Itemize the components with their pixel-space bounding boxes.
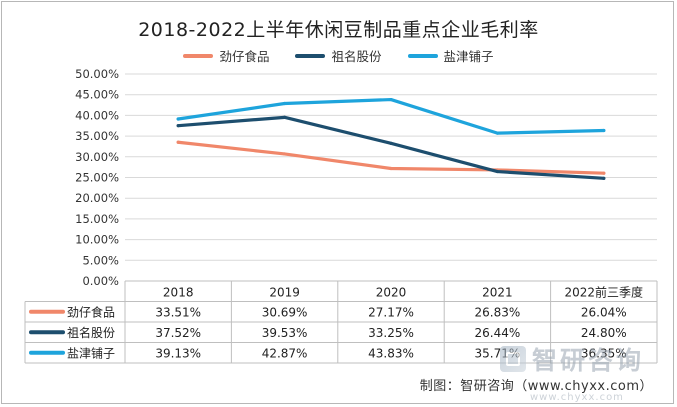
table-value-cell: 39.13% (155, 346, 201, 360)
y-tick-label: 0.00% (82, 274, 119, 288)
legend-label-zuming: 祖名股份 (331, 49, 382, 64)
watermark-url: www.chyxx.com (530, 392, 624, 403)
data-point (389, 97, 393, 102)
data-point (602, 171, 606, 175)
x-category-label: 2019 (269, 285, 300, 299)
y-tick-label: 5.00% (82, 253, 119, 267)
legend-label-jinzai: 劲仔食品 (219, 49, 270, 64)
legend: 劲仔食品 祖名股份 盐津铺子 (0, 46, 677, 65)
table-value-cell: 26.04% (581, 305, 627, 319)
data-point (176, 124, 180, 128)
y-tick-label: 10.00% (75, 233, 119, 247)
data-point (602, 176, 606, 180)
data-point (283, 101, 287, 106)
legend-swatch-jinzai (183, 53, 214, 58)
y-tick-label: 45.00% (75, 88, 119, 102)
table-series-name: 祖名股份 (67, 325, 115, 340)
y-tick-label: 15.00% (75, 212, 119, 226)
y-tick-label: 30.00% (75, 150, 119, 164)
data-point (602, 128, 606, 133)
x-category-label: 2018 (163, 285, 194, 299)
watermark-text: 智研咨询 (532, 346, 645, 375)
table-value-cell: 42.87% (262, 346, 308, 360)
data-point (176, 117, 180, 121)
legend-item-zuming: 祖名股份 (295, 46, 382, 65)
table-value-cell: 39.53% (262, 326, 308, 340)
data-point (495, 169, 499, 174)
table-value-cell: 27.17% (368, 305, 414, 319)
y-tick-label: 25.00% (75, 171, 119, 185)
table-value-cell: 26.83% (475, 305, 521, 319)
data-point (389, 141, 393, 145)
chart-title: 2018-2022上半年休闲豆制品重点企业毛利率 (138, 19, 539, 41)
data-point (176, 140, 180, 144)
legend-item-jinzai: 劲仔食品 (183, 46, 269, 65)
legend-swatch-zuming (295, 53, 326, 58)
watermark-logo-icon (500, 346, 526, 372)
data-point (389, 166, 393, 171)
y-tick-label: 35.00% (75, 129, 119, 143)
y-tick-label: 20.00% (75, 191, 119, 205)
source-credit: 制图：智研咨询（www.chyxx.com） (419, 379, 653, 394)
table-value-cell: 36.35% (581, 346, 627, 360)
data-point (283, 115, 287, 119)
x-category-label: 2020 (376, 285, 407, 299)
table-value-cell: 24.80% (581, 326, 627, 340)
watermark: 智研咨询 (500, 341, 644, 377)
legend-item-yanjin: 盐津铺子 (407, 46, 494, 65)
table-value-cell: 30.69% (262, 305, 308, 319)
data-point (495, 131, 499, 135)
data-point (283, 152, 287, 156)
legend-label-yanjin: 盐津铺子 (443, 49, 494, 64)
table-value-cell: 33.25% (368, 326, 414, 340)
table-value-cell: 43.83% (368, 346, 414, 360)
y-tick-label: 40.00% (75, 108, 119, 122)
y-tick-label: 50.00% (75, 67, 119, 81)
table-value-cell: 33.51% (155, 305, 201, 319)
table-value-cell: 26.44% (475, 326, 521, 340)
x-category-label: 2021 (482, 285, 513, 299)
x-category-label: 2022前三季度 (565, 284, 644, 299)
legend-swatch-yanjin (407, 53, 438, 58)
table-series-name: 盐津铺子 (67, 346, 115, 360)
table-series-name: 劲仔食品 (67, 304, 115, 319)
table-value-cell: 37.52% (155, 326, 201, 340)
series-line (176, 97, 606, 135)
